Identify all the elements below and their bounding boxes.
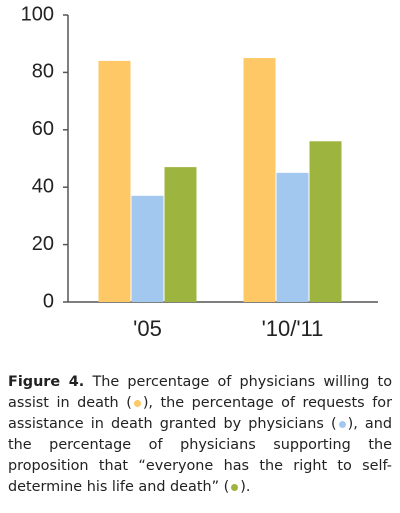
- bar: [276, 172, 309, 302]
- y-tick-label: 0: [43, 290, 54, 312]
- y-tick-label: 80: [32, 61, 54, 83]
- caption-text: ).: [240, 479, 251, 495]
- x-tick-label: '10/'11: [262, 316, 324, 341]
- legend-dot: [338, 420, 346, 428]
- y-tick-label: 20: [32, 233, 54, 255]
- caption-text: ), and the percentage of physicians supp…: [8, 416, 392, 495]
- caption-text: The percentage of physicians willing to …: [8, 374, 392, 411]
- caption: Figure 4. The percentage of physicians w…: [8, 372, 392, 498]
- chart: 0 20 40 60 80 100 '05 '10/'11: [21, 3, 378, 341]
- x-tick-label: '05: [133, 316, 162, 341]
- bar: [309, 141, 342, 302]
- y-tick-label: 40: [32, 175, 54, 197]
- bar: [164, 167, 197, 302]
- bar: [98, 60, 131, 302]
- bar: [243, 58, 276, 302]
- legend-dot: [231, 483, 239, 491]
- y-tick-label: 60: [32, 118, 54, 140]
- bar: [131, 195, 164, 302]
- y-tick-label: 100: [21, 3, 54, 25]
- caption-label: Figure 4.: [8, 374, 85, 390]
- legend-dot: [133, 399, 141, 407]
- caption-text: ), the percentage of requests for assist…: [8, 395, 392, 432]
